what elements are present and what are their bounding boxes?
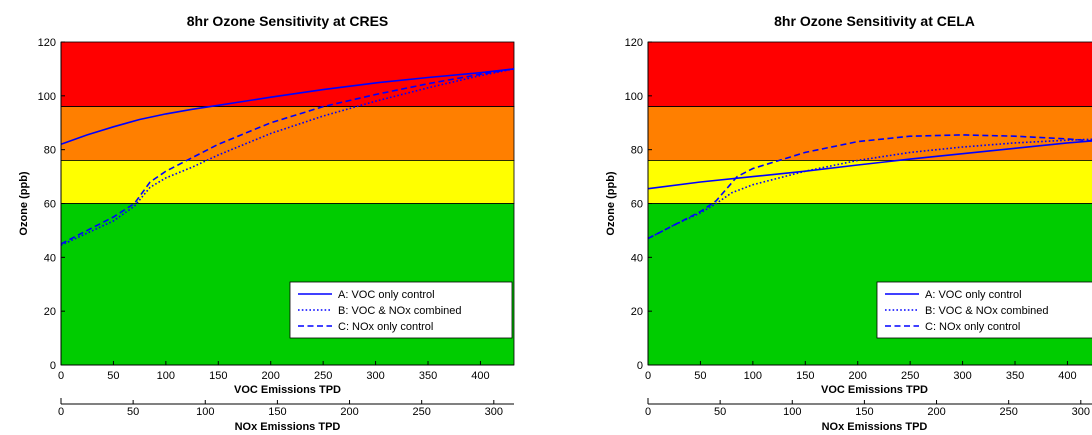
ozone-band	[60, 106, 515, 161]
x-tick-label: 250	[314, 370, 332, 382]
y-tick-label: 80	[44, 145, 56, 157]
y-tick-label: 20	[631, 306, 643, 318]
x2-tick-label: 250	[412, 406, 430, 418]
series-line	[60, 68, 515, 245]
series-line	[647, 134, 1092, 240]
chart-panel: 0 20 40 60 80 100 120 0 50 100 150 200 250 300 350 400 0…	[18, 13, 515, 433]
x2-tick-label: 50	[127, 406, 139, 418]
legend-label: A: VOC only control	[925, 289, 1022, 301]
y-tick-label: 80	[631, 145, 643, 157]
x2-tick-label: 300	[1072, 406, 1090, 418]
x2-tick-label: 150	[268, 406, 286, 418]
legend-box	[289, 281, 513, 339]
legend-label: A: VOC only control	[338, 289, 435, 301]
x2-tick-label: 250	[999, 406, 1017, 418]
x2-tick-label: 150	[855, 406, 873, 418]
legend: A: VOC only control B: VOC & NOx combined…	[289, 281, 513, 339]
y-tick-label: 40	[44, 252, 56, 264]
legend-label: B: VOC & NOx combined	[338, 305, 462, 317]
x2-tick-label: 100	[196, 406, 214, 418]
series-line	[60, 68, 515, 146]
ozone-band	[647, 160, 1092, 204]
ozone-band	[647, 106, 1092, 161]
x-tick-label: 300	[953, 370, 971, 382]
x-tick-label: 300	[366, 370, 384, 382]
x-tick-label: 100	[744, 370, 762, 382]
x-tick-label: 50	[694, 370, 706, 382]
x2-tick-label: 200	[340, 406, 358, 418]
x-tick-label: 50	[107, 370, 119, 382]
legend: A: VOC only control B: VOC & NOx combined…	[876, 281, 1092, 339]
y-tick-label: 100	[38, 91, 56, 103]
x-tick-label: 200	[262, 370, 280, 382]
x-tick-label: 200	[849, 370, 867, 382]
x2-tick-label: 50	[714, 406, 726, 418]
x-tick-label: 350	[419, 370, 437, 382]
x-axis-label: VOC Emissions TPD	[821, 384, 928, 396]
x-tick-label: 250	[901, 370, 919, 382]
y-tick-label: 120	[38, 37, 56, 49]
ozone-band	[647, 41, 1092, 107]
series-line	[647, 138, 1092, 240]
y-tick-label: 100	[625, 91, 643, 103]
chart-panel: 0 20 40 60 80 100 120 0 50 100 150 200 250 300 350 400 0…	[605, 13, 1092, 433]
x-tick-label: 400	[1058, 370, 1076, 382]
x-tick-label: 350	[1006, 370, 1024, 382]
x2-tick-label: 300	[485, 406, 503, 418]
chart-title: 8hr Ozone Sensitivity at CRES	[187, 13, 389, 29]
y-tick-label: 0	[637, 360, 643, 372]
x2-tick-label: 200	[927, 406, 945, 418]
x-tick-label: 0	[58, 370, 64, 382]
ozone-band	[60, 41, 515, 107]
y-tick-label: 60	[631, 199, 643, 211]
series-line	[647, 140, 1092, 190]
y-axis-label: Ozone (ppb)	[18, 171, 30, 235]
y-tick-label: 20	[44, 306, 56, 318]
x2-tick-label: 100	[783, 406, 801, 418]
x-tick-label: 150	[796, 370, 814, 382]
y-axis-label: Ozone (ppb)	[605, 171, 617, 235]
y-tick-label: 60	[44, 199, 56, 211]
y-tick-label: 120	[625, 37, 643, 49]
x2-axis-label: NOx Emissions TPD	[822, 421, 928, 433]
series-line	[60, 68, 515, 246]
x-tick-label: 0	[645, 370, 651, 382]
legend-label: C: NOx only control	[338, 321, 433, 333]
y-tick-label: 0	[50, 360, 56, 372]
x-tick-label: 400	[471, 370, 489, 382]
x2-axis-label: NOx Emissions TPD	[235, 421, 341, 433]
x-tick-label: 100	[157, 370, 175, 382]
y-tick-label: 40	[631, 252, 643, 264]
ozone-band	[60, 160, 515, 204]
x-axis-label: VOC Emissions TPD	[234, 384, 341, 396]
legend-label: B: VOC & NOx combined	[925, 305, 1049, 317]
x2-tick-label: 0	[58, 406, 64, 418]
legend-label: C: NOx only control	[925, 321, 1020, 333]
x-tick-label: 150	[209, 370, 227, 382]
x2-tick-label: 0	[645, 406, 651, 418]
chart-title: 8hr Ozone Sensitivity at CELA	[774, 13, 975, 29]
